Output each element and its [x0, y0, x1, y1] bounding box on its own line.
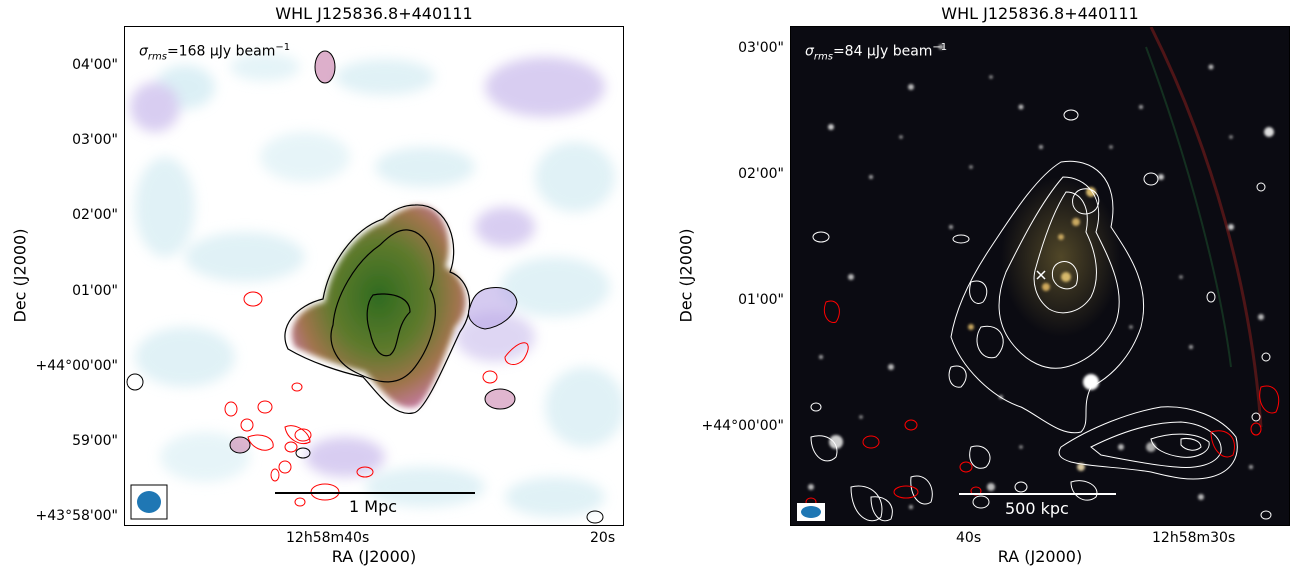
- right-xtick-1: 12h58m30s: [1152, 530, 1236, 546]
- left-radio-map: σrms=168 μJy beam−1 1 Mpc: [124, 26, 624, 526]
- right-ylabel: Dec (J2000): [676, 228, 696, 323]
- noise-background: [130, 53, 623, 517]
- cluster-center-marker: [1036, 270, 1046, 280]
- optical-sources: [808, 44, 1274, 509]
- right-map-graphic: [797, 27, 1280, 522]
- diffuse-emission: [126, 50, 604, 524]
- right-xtick-0: 40s: [956, 530, 982, 546]
- right-ytick-0: 03'00": [738, 40, 784, 56]
- left-ytick-1: 03'00": [72, 132, 118, 148]
- right-beam-ellipse: [801, 506, 821, 518]
- right-rms-annotation: σrms=84 μJy beam−1: [805, 42, 948, 63]
- right-panel-title: WHL J125836.8+440111: [941, 4, 1139, 23]
- right-ytick-1: 02'00": [738, 166, 784, 182]
- left-scalebar-label: 1 Mpc: [349, 497, 398, 516]
- left-beam-ellipse: [137, 491, 161, 513]
- left-ytick-2: 02'00": [72, 207, 118, 223]
- left-ytick-5: 59'00": [72, 433, 118, 449]
- left-ylabel: Dec (J2000): [10, 228, 30, 323]
- right-scalebar-label: 500 kpc: [1005, 499, 1069, 518]
- left-xlabel: RA (J2000): [331, 547, 417, 566]
- right-ytick-2: 01'00": [738, 292, 784, 308]
- right-xlabel: RA (J2000): [997, 547, 1083, 566]
- left-panel-title: WHL J125836.8+440111: [275, 4, 473, 23]
- left-map-graphic: [126, 50, 623, 524]
- left-xtick-0: 12h58m40s: [286, 530, 370, 546]
- core-contour: [366, 293, 411, 357]
- inner-contour: [330, 229, 436, 383]
- outer-contour: [284, 204, 471, 414]
- left-ytick-3: 01'00": [72, 283, 118, 299]
- right-ytick-3: +44°00'00": [701, 418, 784, 434]
- left-ytick-0: 04'00": [72, 57, 118, 73]
- left-xtick-1: 20s: [590, 530, 616, 546]
- left-ytick-6: +43°58'00": [35, 508, 118, 524]
- left-ytick-4: +44°00'00": [35, 358, 118, 374]
- radio-contours: [810, 109, 1272, 522]
- left-rms-annotation: σrms=168 μJy beam−1: [139, 42, 291, 63]
- right-optical-overlay: σrms=84 μJy beam−1 500 kpc: [790, 26, 1290, 526]
